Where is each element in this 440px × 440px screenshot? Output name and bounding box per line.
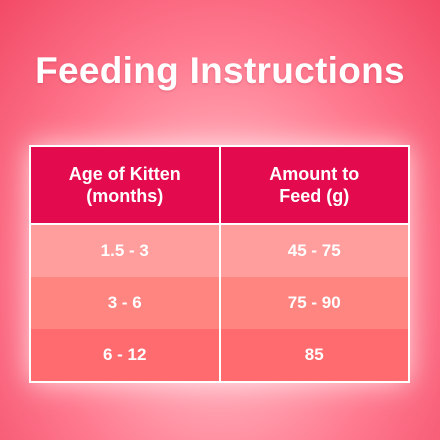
header-age: Age of Kitten (months) xyxy=(31,147,219,223)
age-cell: 1.5 - 3 xyxy=(31,225,219,277)
feeding-table: Age of Kitten (months) Amount to Feed (g… xyxy=(29,145,410,383)
header-age-label: Age of Kitten (months) xyxy=(68,164,181,206)
age-cell: 3 - 6 xyxy=(31,277,219,329)
table-row: 3 - 6 75 - 90 xyxy=(31,277,408,329)
amount-cell: 75 - 90 xyxy=(218,277,408,329)
amount-cell: 85 xyxy=(218,329,408,381)
table-row: 1.5 - 3 45 - 75 xyxy=(31,225,408,277)
header-amount-label: Amount to Feed (g) xyxy=(269,164,360,206)
table-header-row: Age of Kitten (months) Amount to Feed (g… xyxy=(31,147,408,225)
header-amount: Amount to Feed (g) xyxy=(218,147,408,223)
table-row: 6 - 12 85 xyxy=(31,329,408,381)
page-title: Feeding Instructions xyxy=(35,50,405,91)
age-cell: 6 - 12 xyxy=(31,329,219,381)
amount-cell: 45 - 75 xyxy=(218,225,408,277)
